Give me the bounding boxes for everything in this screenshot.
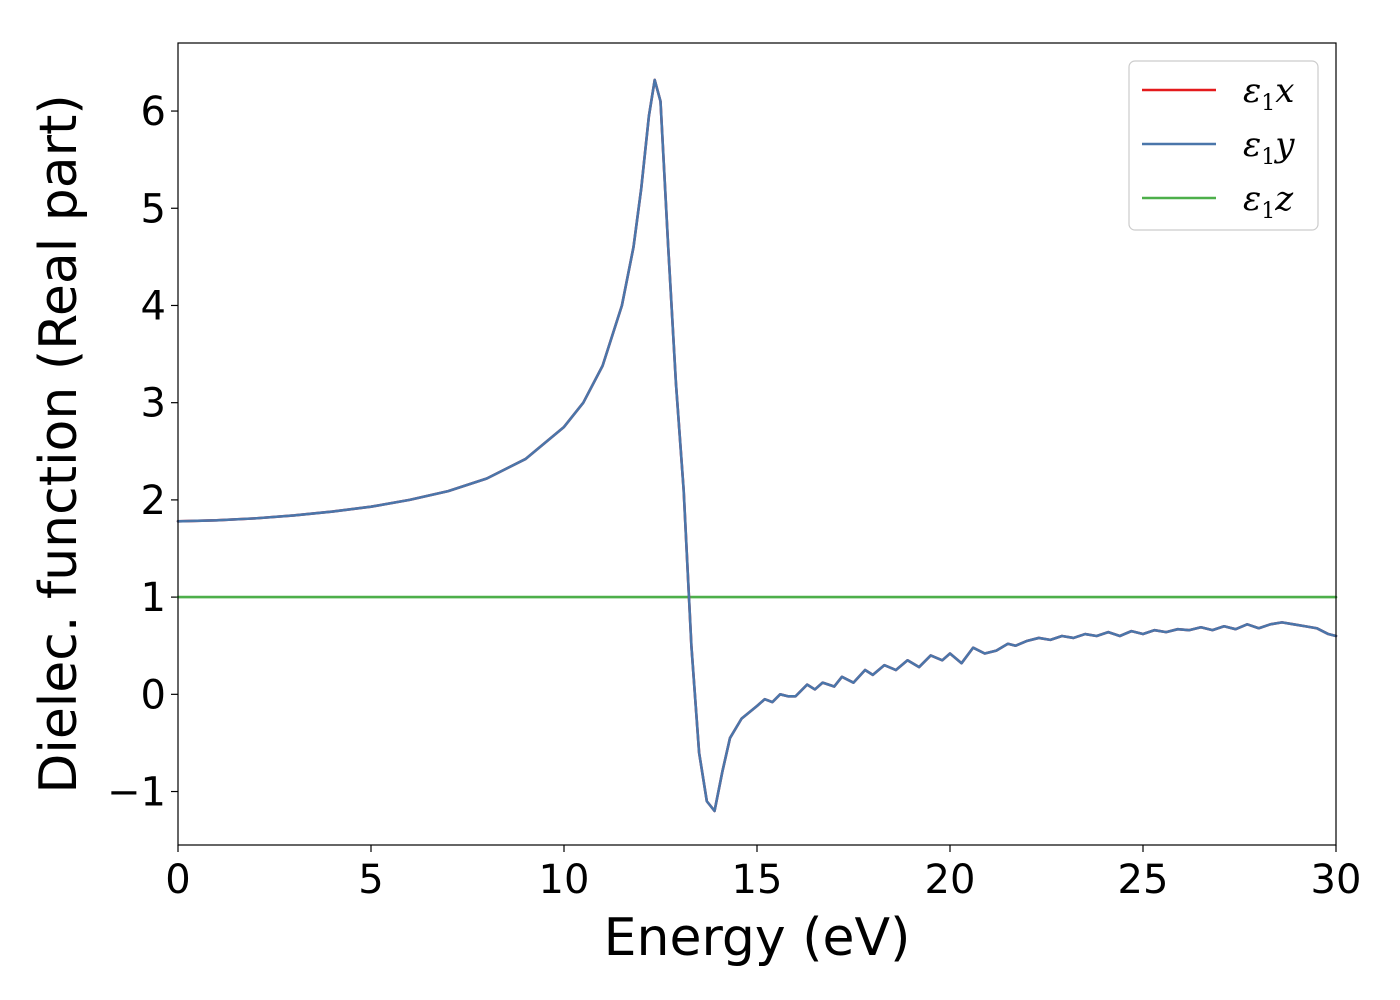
y-tick-label: −1 [107, 770, 166, 816]
plot-frame [177, 42, 1337, 846]
x-tick-label: 30 [1311, 857, 1362, 903]
legend-label-y: ε1y [1243, 125, 1295, 170]
y-tick-label: 5 [141, 186, 166, 232]
y-tick-label: 0 [141, 672, 166, 718]
legend-label-z: ε1z [1243, 179, 1294, 224]
y-tick-label: 4 [141, 283, 166, 329]
legend-subscript: 1 [1261, 145, 1275, 170]
y-tick-label: 2 [141, 478, 166, 524]
legend-subscript: 1 [1261, 91, 1275, 116]
legend-symbol: ε [1243, 71, 1261, 111]
series-line-y [176, 78, 1338, 813]
x-axis-label: Energy (eV) [604, 908, 911, 968]
y-tick-label: 6 [141, 89, 166, 135]
y-tick-label: 3 [141, 381, 166, 427]
plot-layer [176, 78, 1338, 813]
legend-component: z [1274, 179, 1294, 219]
x-tick-label: 10 [539, 857, 590, 903]
legend-subscript: 1 [1261, 199, 1275, 224]
x-tick-label: 0 [165, 857, 190, 903]
legend-symbol: ε [1243, 125, 1261, 165]
x-tick-label: 5 [358, 857, 383, 903]
ticks-layer: 0 5 10 15 20 25 30 −1 0 1 2 3 4 5 6 [107, 89, 1361, 903]
legend-label-x: ε1x [1243, 71, 1294, 116]
legend-component: y [1273, 125, 1295, 165]
x-tick-label: 20 [925, 857, 976, 903]
legend-symbol: ε [1243, 179, 1261, 219]
x-tick-label: 25 [1118, 857, 1169, 903]
y-axis-label: Dielec. function (Real part) [29, 94, 89, 793]
legend-box [1128, 60, 1319, 231]
y-tick-label: 1 [141, 575, 166, 621]
legend-component: x [1275, 71, 1294, 111]
x-tick-label: 15 [732, 857, 783, 903]
